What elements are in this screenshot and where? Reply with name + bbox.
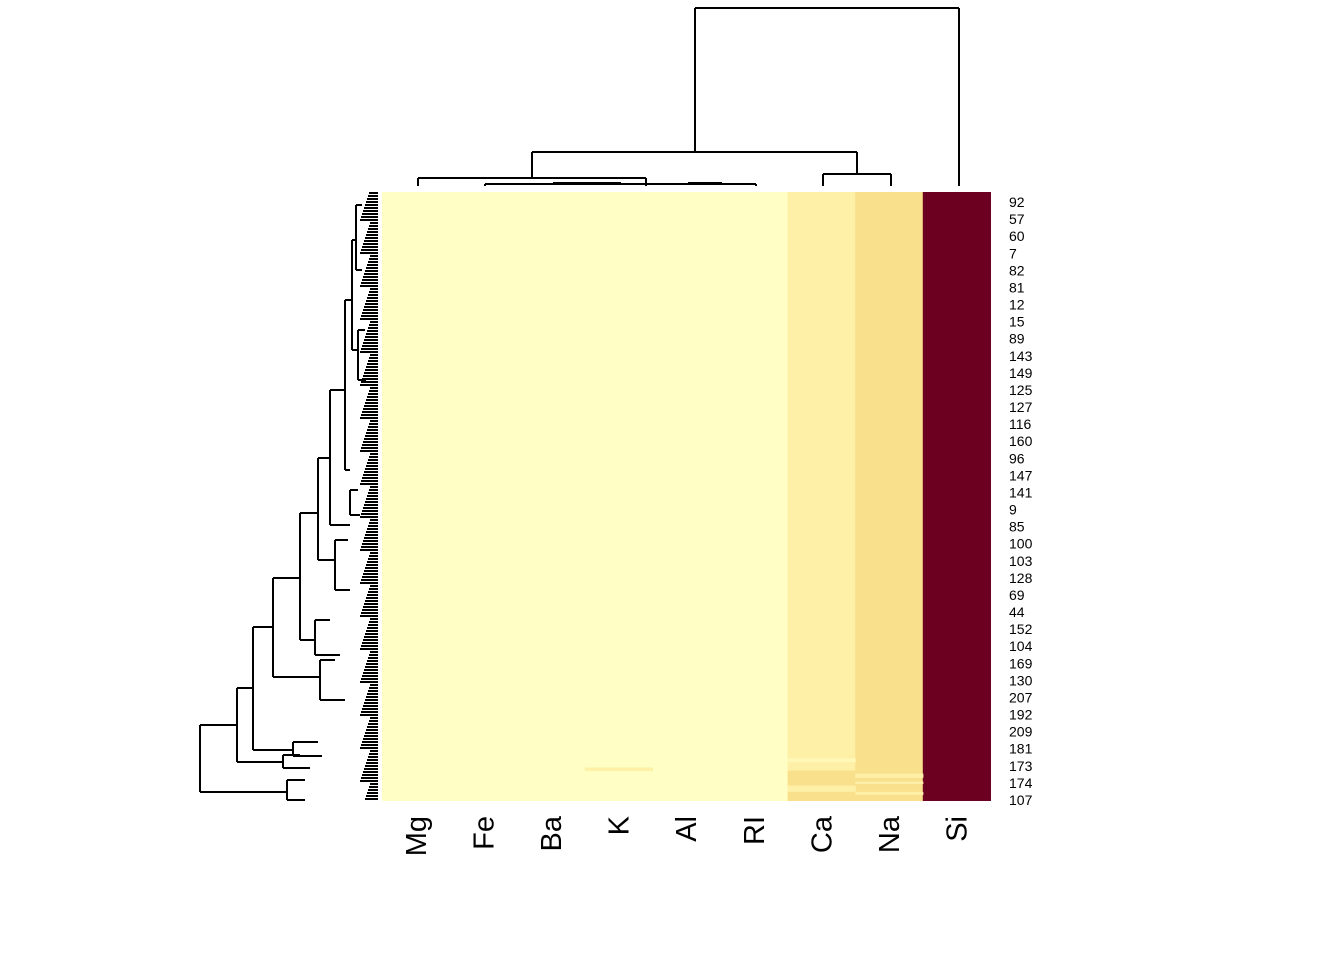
row-label: 103 [1009, 553, 1033, 569]
heatmap-cell-variation-0 [584, 767, 653, 772]
row-label: 192 [1009, 707, 1033, 723]
row-label: 127 [1009, 399, 1033, 415]
row-dendrogram [199, 192, 378, 801]
row-label: 7 [1009, 245, 1017, 261]
row-label: 57 [1009, 211, 1025, 227]
row-label: 160 [1009, 433, 1033, 449]
row-label: 100 [1009, 536, 1033, 552]
column-label-fe: Fe [468, 816, 500, 850]
row-label: 209 [1009, 724, 1033, 740]
row-label: 92 [1009, 194, 1025, 210]
row-label: 44 [1009, 604, 1025, 620]
row-label: 60 [1009, 228, 1025, 244]
heatmap-column-si [922, 192, 991, 801]
heatmap-cell-variation-2 [787, 770, 856, 786]
row-label: 89 [1009, 331, 1025, 347]
column-label-si: Si [942, 816, 974, 842]
row-label: 174 [1009, 775, 1033, 791]
column-label-ca: Ca [806, 815, 838, 853]
heatmap-column-fe [449, 192, 518, 801]
heatmap-column-mg [382, 192, 451, 801]
heatmap-column-ca [787, 192, 856, 801]
heatmap-column-na [855, 192, 924, 801]
column-label-ri: RI [739, 816, 771, 845]
row-label: 128 [1009, 570, 1033, 586]
row-label: 15 [1009, 314, 1025, 330]
heatmap-column-ba [517, 192, 586, 801]
row-label: 149 [1009, 365, 1033, 381]
row-label: 125 [1009, 382, 1033, 398]
row-label: 96 [1009, 450, 1025, 466]
heatmap-cells [382, 192, 991, 802]
row-label: 169 [1009, 655, 1033, 671]
heatmap-cell-variation-3 [787, 785, 856, 792]
row-label: 130 [1009, 672, 1033, 688]
heatmap-cell-variation-4 [787, 791, 856, 802]
row-label: 143 [1009, 348, 1033, 364]
row-label: 141 [1009, 485, 1033, 501]
heatmap-cell-variation-6 [855, 781, 924, 784]
column-label-k: K [604, 815, 636, 835]
row-label: 107 [1009, 792, 1033, 808]
column-label-al: Al [671, 816, 703, 842]
column-label-ba: Ba [536, 815, 568, 851]
heatmap-column-al [652, 192, 721, 801]
heatmap-cell-variation-7 [855, 791, 924, 795]
row-label: 12 [1009, 297, 1025, 313]
heatmap-column-k [584, 192, 653, 801]
row-label: 181 [1009, 741, 1033, 757]
row-label: 9 [1009, 502, 1017, 518]
row-label: 152 [1009, 621, 1033, 637]
heatmap-cell-variation-5 [855, 773, 924, 778]
heatmap-cell-variation-1 [787, 758, 856, 763]
column-label-na: Na [874, 815, 906, 853]
column-dendrogram [417, 7, 960, 186]
row-label: 85 [1009, 519, 1025, 535]
column-label-mg: Mg [401, 816, 433, 856]
row-label: 82 [1009, 262, 1025, 278]
row-label: 104 [1009, 638, 1033, 654]
column-labels: Mg Fe Ba K Al RI Ca Na Si [401, 815, 974, 856]
row-label: 81 [1009, 279, 1025, 295]
row-label: 207 [1009, 690, 1033, 706]
row-label: 147 [1009, 467, 1033, 483]
row-label: 173 [1009, 758, 1033, 774]
row-label: 69 [1009, 587, 1025, 603]
heatmap-column-ri [720, 192, 789, 801]
row-label: 116 [1009, 416, 1032, 432]
